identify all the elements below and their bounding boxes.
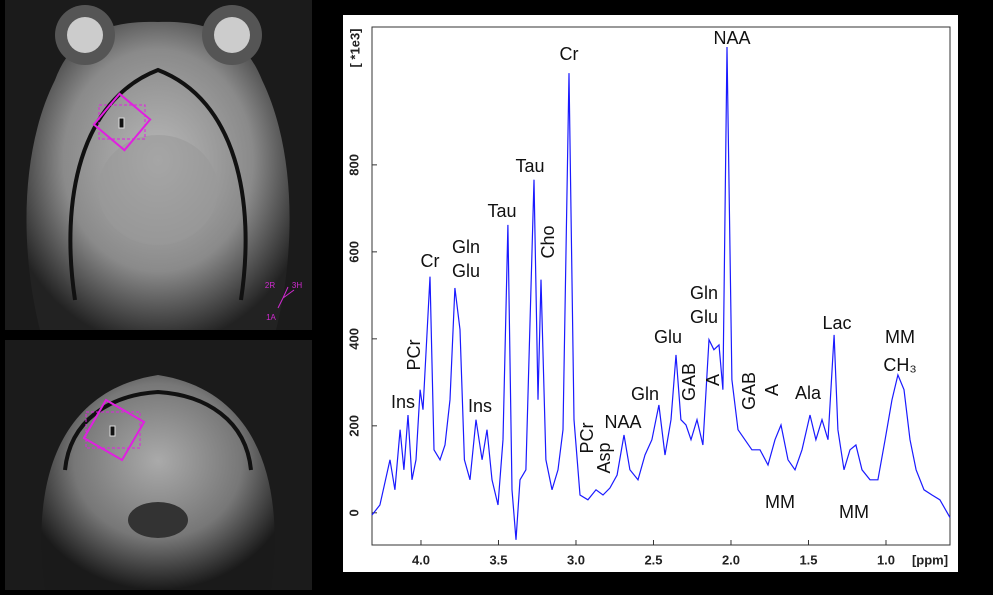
x-tick-label: 2.0 <box>722 552 740 567</box>
peak-annotation: Gln <box>452 237 480 257</box>
peak-annotation: GAB <box>739 372 759 410</box>
peak-annotation: Ins <box>468 396 492 416</box>
y-tick-label: 200 <box>346 415 361 437</box>
peak-annotation: GAB <box>679 363 699 401</box>
x-tick-label: 4.0 <box>412 552 430 567</box>
peak-annotation: PCr <box>577 422 597 453</box>
image-label: 3H <box>292 281 302 290</box>
peak-annotation: Ins <box>391 392 415 412</box>
x-tick-label: 2.5 <box>644 552 662 567</box>
peak-annotation: Glu <box>654 327 682 347</box>
peak-annotation: Cr <box>560 44 579 64</box>
peak-annotation: Tau <box>515 156 544 176</box>
peak-annotation: Gln <box>631 384 659 404</box>
x-tick-label: 1.5 <box>799 552 817 567</box>
peak-annotation: NAA <box>604 412 641 432</box>
peak-annotation: Cr <box>421 251 440 271</box>
peak-annotation: Gln <box>690 283 718 303</box>
peak-annotation: Asp <box>594 442 614 473</box>
peak-annotation: A <box>762 384 782 396</box>
image-label: 2R <box>265 281 275 290</box>
y-tick-label: 0 <box>346 509 361 516</box>
mri-axial <box>5 0 312 331</box>
y-tick-label: 600 <box>346 241 361 263</box>
x-tick-label: 3.5 <box>489 552 507 567</box>
y-axis-label: [ *1e3] <box>347 28 362 67</box>
peak-annotation: Tau <box>487 201 516 221</box>
peak-annotation: Cho <box>538 225 558 258</box>
peak-annotation: PCr <box>404 339 424 370</box>
peak-annotation: A <box>703 374 723 386</box>
peak-annotation: NAA <box>713 28 750 48</box>
peak-annotation: Ala <box>795 383 822 403</box>
peak-annotation: MM <box>885 327 915 347</box>
peak-annotation: MM <box>839 502 869 522</box>
spectrum-line <box>371 46 951 540</box>
plot-frame <box>371 26 951 546</box>
peak-annotation: Lac <box>822 313 851 333</box>
x-axis-label: [ppm] <box>912 552 948 567</box>
y-tick-label: 800 <box>346 154 361 176</box>
peak-annotation: Glu <box>452 261 480 281</box>
chart-panel <box>343 15 958 572</box>
peak-annotation: Glu <box>690 307 718 327</box>
x-tick-label: 3.0 <box>567 552 585 567</box>
peak-annotation: CH₃ <box>883 355 916 375</box>
mri-coronal <box>5 340 312 590</box>
x-tick-label: 1.0 <box>877 552 895 567</box>
y-tick-label: 400 <box>346 328 361 350</box>
peak-annotation: MM <box>765 492 795 512</box>
image-label: 1A <box>266 313 276 322</box>
